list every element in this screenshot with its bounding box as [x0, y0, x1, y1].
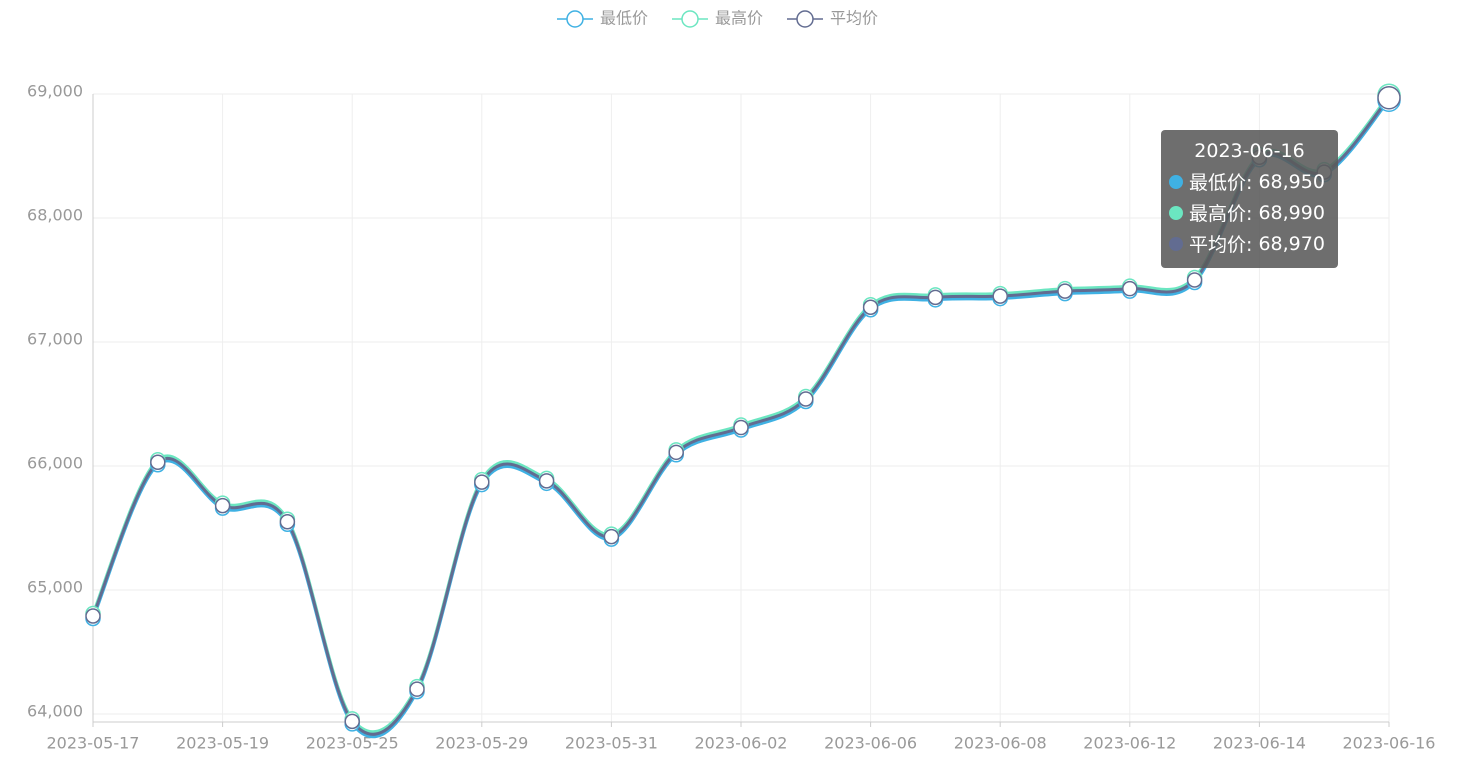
tooltip-dot	[1169, 174, 1183, 189]
tooltip-name: 最低价	[1189, 168, 1258, 195]
data-point	[733, 419, 749, 436]
legend-label: 最低价	[600, 9, 648, 28]
x-tick-label: 2023-05-17	[47, 734, 140, 753]
tooltip-name: 最高价	[1189, 199, 1258, 226]
tooltip-row: 最低价68,950	[1169, 166, 1330, 197]
data-point	[474, 474, 490, 490]
data-point	[862, 299, 879, 316]
tooltip-value: 68,990	[1258, 201, 1325, 224]
legend-label: 平均价	[830, 9, 878, 28]
data-point	[1122, 280, 1138, 297]
tooltip: 2023-06-16 最低价68,950最高价68,990平均价68,970	[1161, 130, 1338, 268]
tooltip-value: 68,950	[1258, 170, 1325, 193]
y-tick-label: 68,000	[27, 205, 83, 224]
x-tick-label: 2023-06-14	[1213, 734, 1306, 753]
data-point	[1186, 272, 1203, 288]
x-tick-label: 2023-06-02	[695, 734, 788, 753]
legend-icon	[796, 10, 814, 28]
x-tick-label: 2023-05-31	[565, 734, 658, 753]
data-point	[538, 473, 555, 489]
y-tick-label: 69,000	[27, 82, 83, 101]
tooltip-dot	[1169, 236, 1183, 251]
data-point	[344, 713, 360, 730]
data-point	[279, 514, 296, 530]
y-tick-label: 65,000	[27, 577, 83, 596]
data-point	[1377, 85, 1401, 110]
y-tick-label: 67,000	[27, 329, 83, 348]
legend-icon	[566, 10, 584, 28]
data-point	[85, 608, 101, 624]
data-point	[927, 289, 944, 306]
data-point	[1057, 283, 1073, 299]
data-point	[150, 454, 166, 470]
x-tick-label: 2023-06-16	[1343, 734, 1436, 753]
data-point	[668, 444, 684, 461]
x-tick-label: 2023-06-08	[954, 734, 1047, 753]
data-point	[409, 681, 425, 697]
y-tick-label: 64,000	[27, 701, 83, 720]
y-tick-label: 66,000	[27, 453, 83, 472]
tooltip-dot	[1169, 205, 1183, 220]
data-point	[798, 391, 814, 407]
data-point	[603, 528, 620, 545]
x-tick-label: 2023-05-19	[176, 734, 269, 753]
x-tick-label: 2023-05-29	[435, 734, 528, 753]
legend-label: 最高价	[715, 9, 763, 28]
data-point	[992, 288, 1008, 304]
legend-icon	[681, 10, 699, 28]
tooltip-value: 68,970	[1258, 232, 1325, 255]
tooltip-row: 最高价68,990	[1169, 197, 1330, 228]
tooltip-row: 平均价68,970	[1169, 228, 1330, 259]
data-point	[214, 497, 231, 514]
x-tick-label: 2023-06-06	[824, 734, 917, 753]
x-tick-label: 2023-06-12	[1083, 734, 1176, 753]
tooltip-name: 平均价	[1189, 230, 1258, 257]
x-tick-label: 2023-05-25	[306, 734, 399, 753]
tooltip-title: 2023-06-16	[1194, 140, 1305, 162]
